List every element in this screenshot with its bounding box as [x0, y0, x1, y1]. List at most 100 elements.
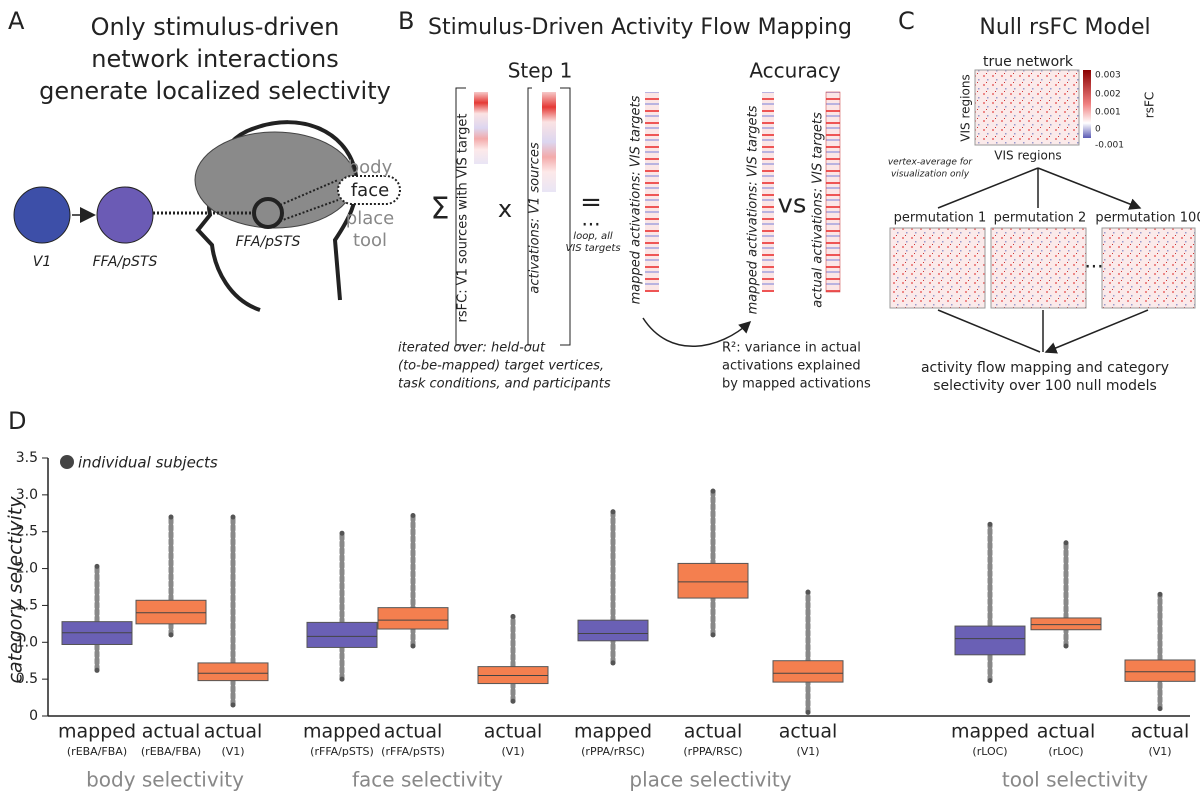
y-tick-label: 3.0 [16, 487, 38, 503]
box-sublabel: (rFFA/pSTS) [381, 745, 445, 758]
colorbar-tick: 0.001 [1095, 108, 1121, 118]
box [135, 599, 207, 625]
y-tick-label: 3.5 [16, 450, 38, 466]
panel-letter: C [898, 7, 915, 35]
note: vertex-average for [888, 158, 974, 168]
strip [825, 91, 841, 293]
y-tick-label: 0.5 [16, 671, 38, 687]
box-sublabel: (rEBA/FBA) [141, 745, 201, 758]
box-label: mapped [951, 721, 1029, 743]
vs: vs [778, 190, 807, 220]
min-point [94, 667, 100, 673]
permutation-label: permutation 1 [894, 211, 987, 226]
box-label: actual [484, 721, 543, 743]
strip [474, 92, 488, 164]
box [1124, 659, 1196, 682]
result-line: selectivity over 100 null models [933, 378, 1157, 394]
category: place [346, 208, 394, 229]
accuracy-label: Accuracy [749, 59, 840, 83]
note-line: (to-be-mapped) target vertices, [398, 359, 604, 374]
colorbar [1083, 70, 1091, 138]
heatmap-title: true network [983, 54, 1074, 70]
note-line: activations explained [722, 359, 861, 374]
box [577, 619, 649, 642]
category: face [351, 180, 389, 201]
min-point [168, 632, 174, 638]
max-point [339, 530, 345, 536]
box-label: actual [204, 721, 263, 743]
title-line: generate localized selectivity [39, 77, 391, 105]
category: tool [353, 230, 387, 251]
max-point [610, 509, 616, 515]
colorbar-label: rsFC [1143, 92, 1157, 118]
y-tick-label: 0 [29, 708, 38, 724]
title-line: Only stimulus-driven [91, 13, 340, 41]
box-sublabel: (V1) [796, 745, 819, 758]
min-point [710, 632, 716, 638]
box-label: actual [779, 721, 838, 743]
colorbar-tick: 0.003 [1095, 71, 1121, 81]
box-label: actual [684, 721, 743, 743]
max-point [987, 521, 993, 527]
box-label: actual [142, 721, 201, 743]
box-sublabel: (V1) [221, 745, 244, 758]
strip [762, 92, 774, 292]
y-axis-label: category selectivity [5, 496, 27, 684]
min-point [610, 660, 616, 666]
y-tick-label: 2.5 [16, 524, 38, 540]
box-sublabel: (rLOC) [1048, 745, 1083, 758]
equals: = [580, 188, 602, 218]
note-line: R²: variance in actual [722, 341, 861, 356]
box-label: actual [1037, 721, 1096, 743]
box-sublabel: (rPPA/rRSC) [581, 745, 645, 758]
strip [645, 92, 659, 292]
box-label: mapped [574, 721, 652, 743]
min-point [230, 702, 236, 708]
box-sublabel: (rLOC) [972, 745, 1007, 758]
group-title: tool selectivity [1002, 768, 1148, 792]
box-label: actual [1131, 721, 1190, 743]
panel-letter: B [398, 7, 414, 35]
min-point [1157, 706, 1163, 712]
legend-marker [60, 455, 74, 469]
box-label: actual [384, 721, 443, 743]
heatmap [974, 69, 1080, 146]
sum: Σ [431, 192, 450, 227]
arrows [937, 167, 1140, 208]
panel-title: Stimulus-Driven Activity Flow Mapping [428, 15, 852, 40]
max-point [94, 563, 100, 569]
box-label: mapped [303, 721, 381, 743]
ellipsis: ... [1084, 249, 1103, 273]
colorbar-tick: 0 [1095, 125, 1101, 135]
box-sublabel: (V1) [501, 745, 524, 758]
panel-letter: A [8, 7, 25, 35]
min-point [339, 676, 345, 682]
note-line: iterated over: held-out [398, 341, 546, 356]
panel-title: Null rsFC Model [979, 15, 1150, 40]
min-point [510, 698, 516, 704]
note: visualization only [891, 170, 970, 180]
box [677, 562, 749, 599]
mapped-label: mapped activations: VIS targets [746, 105, 761, 314]
node-v1 [13, 186, 71, 244]
ellipsis: ... [581, 207, 600, 231]
permutation-label: permutation 100 [1095, 211, 1200, 226]
box [1030, 617, 1102, 631]
y-tick-label: 2.0 [16, 561, 38, 577]
box [377, 607, 449, 630]
curved-arrow [642, 317, 752, 347]
group-title: body selectivity [86, 768, 244, 792]
bracket [455, 87, 466, 346]
box-sublabel: (rFFA/pSTS) [310, 745, 374, 758]
step-label: Step 1 [508, 59, 573, 83]
min-point [805, 709, 811, 715]
result-line: activity flow mapping and category [921, 360, 1169, 376]
max-point [410, 512, 416, 518]
box-sublabel: (rPPA/RSC) [683, 745, 742, 758]
node-label: V1 [33, 254, 51, 270]
max-point [168, 514, 174, 520]
colorbar-tick: 0.002 [1095, 90, 1121, 100]
node-ffa [96, 186, 154, 244]
heatmap [889, 227, 986, 309]
